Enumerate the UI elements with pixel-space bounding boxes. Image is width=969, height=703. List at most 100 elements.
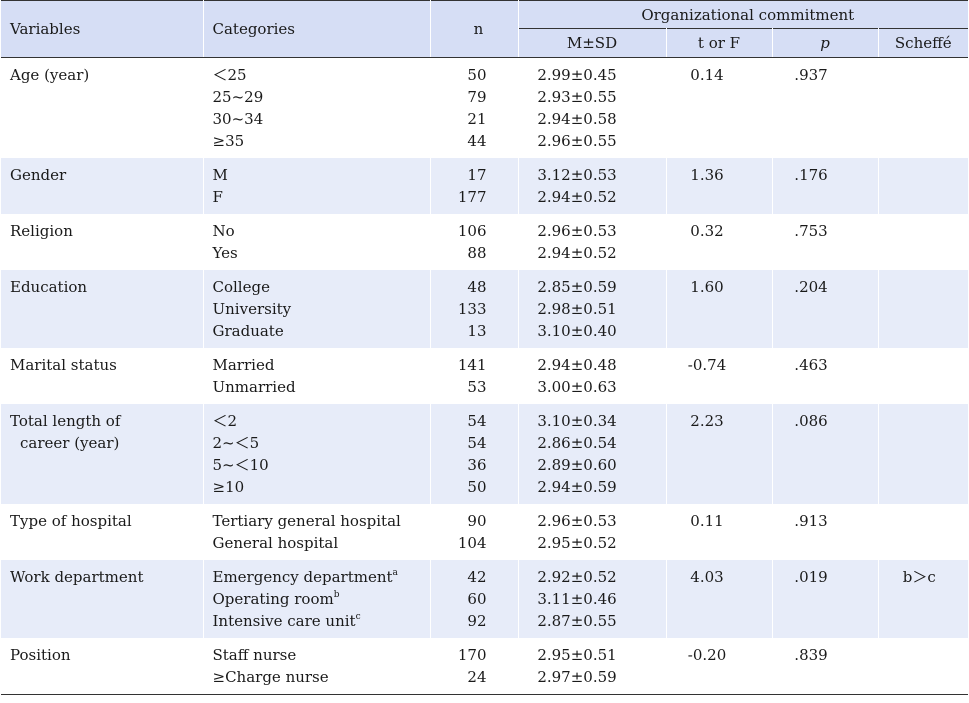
scheffe-value: b＞c (879, 566, 961, 588)
category-label-text: Operating room (212, 590, 334, 608)
p-value-text: .913 (794, 512, 828, 530)
msd-value-text: 2.94±0.52 (537, 244, 617, 262)
category-cell: ＜25 25~29 30~34 ≥35 (203, 57, 431, 158)
scheffe-value (879, 354, 961, 376)
t-or-f-value: 0.14 (667, 64, 748, 86)
msd-value-text: 3.10±0.40 (537, 322, 617, 340)
msd-value-text: 2.94±0.59 (537, 478, 617, 496)
msd-value: 3.12±0.53 (519, 164, 636, 186)
p-value-text: .839 (794, 646, 828, 664)
msd-value: 2.98±0.51 (519, 298, 636, 320)
n-value-text: 106 (457, 222, 487, 240)
p-cell: .019 (772, 560, 879, 638)
msd-cell: 2.95±0.51 2.97±0.59 (518, 638, 667, 695)
t-or-f-cell: 0.32 (666, 214, 773, 270)
t-or-f-cell: 1.60 (666, 270, 773, 348)
scheffe-value (879, 644, 961, 666)
msd-value-text: 2.92±0.52 (537, 568, 617, 586)
variable-label-text: Age (year) (10, 66, 90, 84)
category-label: Staff nurse (213, 644, 430, 666)
msd-value: 3.00±0.63 (519, 376, 636, 398)
msd-value: 2.94±0.48 (519, 354, 636, 376)
p-cell: .937 (772, 57, 879, 158)
t-or-f-value-text: 0.14 (690, 66, 724, 84)
n-value-text: 54 (467, 412, 487, 430)
category-cell: Emergency departmenta Operating roomb Inte… (203, 560, 431, 638)
msd-value-text: 2.96±0.53 (537, 222, 617, 240)
t-or-f-value: -0.20 (667, 644, 748, 666)
p-value: .839 (773, 644, 850, 666)
table-row: Total length of career (year) ＜2 2~＜5 5~＜10 ≥… (1, 404, 969, 504)
n-value: 54 (431, 432, 487, 454)
table-body: Age (year) ＜25 25~29 30~34 ≥35 50 79 21 44 2.99±0… (1, 57, 969, 695)
scheffe-value (879, 276, 961, 298)
category-label-text: 5~＜10 (212, 456, 269, 474)
category-label-text: 2~＜5 (212, 434, 260, 452)
n-value-text: 170 (457, 646, 487, 664)
msd-value-text: 2.99±0.45 (537, 66, 617, 84)
msd-value-text: 3.00±0.63 (537, 378, 617, 396)
t-or-f-cell: 0.14 (666, 57, 773, 158)
msd-value: 2.94±0.59 (519, 476, 636, 498)
category-label-text: College (212, 278, 270, 296)
variable-cell: Position (1, 638, 204, 695)
scheffe-value (879, 410, 961, 432)
msd-value-text: 3.11±0.46 (537, 590, 617, 608)
msd-value-text: 2.96±0.53 (537, 512, 617, 530)
t-or-f-value: 0.32 (667, 220, 748, 242)
category-superscript: a (392, 568, 398, 578)
category-cell: No Yes (203, 214, 431, 270)
n-value: 177 (431, 186, 487, 208)
scheffe-cell (878, 348, 968, 404)
p-cell: .753 (772, 214, 879, 270)
category-label: ＜25 (213, 64, 430, 86)
msd-value: 2.94±0.52 (519, 242, 636, 264)
n-value-text: 60 (467, 590, 487, 608)
msd-value: 2.94±0.58 (519, 108, 636, 130)
msd-value: 2.96±0.53 (519, 220, 636, 242)
category-cell: Tertiary general hospital General hospita… (203, 504, 431, 560)
header-msd: M±SD (518, 28, 667, 58)
t-or-f-cell: 1.36 (666, 158, 773, 214)
category-label-text: Unmarried (212, 378, 296, 396)
n-value-text: 90 (467, 512, 487, 530)
msd-value-text: 2.89±0.60 (537, 456, 617, 474)
msd-cell: 2.94±0.48 3.00±0.63 (518, 348, 667, 404)
variable-cell: Gender (1, 158, 204, 214)
msd-cell: 2.96±0.53 2.95±0.52 (518, 504, 667, 560)
msd-cell: 2.99±0.45 2.93±0.55 2.94±0.58 2.96±0.55 (518, 57, 667, 158)
n-value-text: 24 (467, 668, 487, 686)
variable-cell: Education (1, 270, 204, 348)
t-or-f-value-text: -0.20 (687, 646, 727, 664)
n-value: 79 (431, 86, 486, 108)
variable-label-text: career (year) (20, 434, 120, 452)
msd-cell: 2.96±0.53 2.94±0.52 (518, 214, 667, 270)
header-t-or-f: t or F (666, 28, 773, 58)
n-value: 24 (431, 666, 487, 688)
p-value: .204 (773, 276, 850, 298)
category-label-text: Graduate (212, 322, 284, 340)
t-or-f-cell: -0.20 (666, 638, 773, 695)
p-value: .019 (773, 566, 850, 588)
category-label: 2~＜5 (213, 432, 430, 454)
variable-label-text: Gender (10, 166, 67, 184)
category-label: Operating roomb (213, 588, 430, 610)
n-value-text: 54 (467, 434, 487, 452)
t-or-f-value-text: 0.11 (690, 512, 724, 530)
t-or-f-value-text: 0.32 (690, 222, 724, 240)
n-value: 44 (431, 130, 486, 152)
t-or-f-cell: 0.11 (666, 504, 773, 560)
header-n: n (430, 0, 519, 58)
n-value: 141 (431, 354, 487, 376)
p-cell: .463 (772, 348, 879, 404)
n-value: 50 (431, 64, 486, 86)
msd-value: 2.87±0.55 (519, 610, 636, 632)
t-or-f-value-text: -0.74 (687, 356, 727, 374)
header-scheffe: Scheffé (878, 28, 969, 58)
scheffe-cell (878, 214, 968, 270)
category-label: ＜2 (213, 410, 430, 432)
p-value: .463 (773, 354, 850, 376)
n-value: 21 (431, 108, 486, 130)
p-cell: .204 (772, 270, 879, 348)
